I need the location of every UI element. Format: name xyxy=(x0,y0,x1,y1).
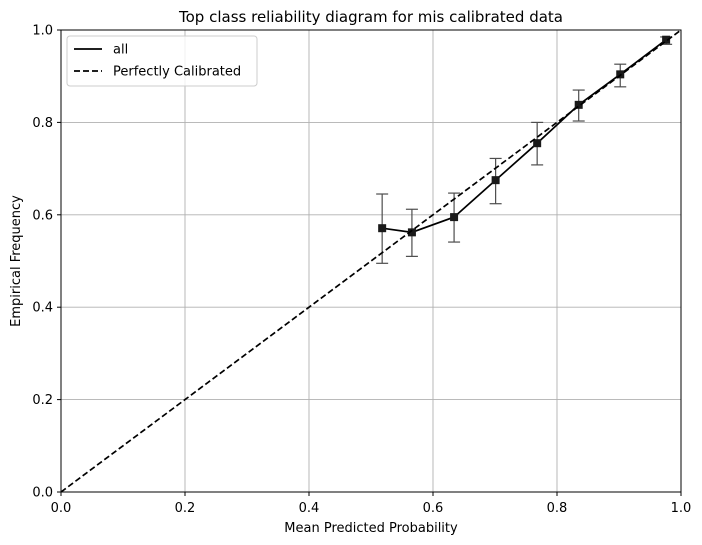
y-axis-title: Empirical Frequency xyxy=(9,195,24,327)
y-tick-label: 0.0 xyxy=(32,486,53,501)
grid xyxy=(60,29,682,493)
x-tick-label: 0.4 xyxy=(299,501,320,516)
axis-ticks: 0.0 0.2 0.4 0.6 0.8 1.0 0.0 0.2 0.4 0.6 0.8 1.0 xyxy=(32,24,691,517)
y-tick-label: 1.0 xyxy=(32,24,53,39)
x-tick-label: 0.2 xyxy=(175,501,196,516)
data-point-all xyxy=(533,139,542,148)
y-tick-label: 0.2 xyxy=(32,393,53,408)
data-point-all xyxy=(574,100,583,109)
y-tick-label: 0.6 xyxy=(32,208,53,223)
legend-box xyxy=(66,35,258,87)
x-tick-label: 1.0 xyxy=(671,501,692,516)
legend-label-all: all xyxy=(113,43,128,58)
x-tick-label: 0.6 xyxy=(423,501,444,516)
series-line-perfectly-calibrated xyxy=(60,29,682,493)
data-point-all xyxy=(378,224,387,233)
legend-label-perfectly-calibrated: Perfectly Calibrated xyxy=(113,65,241,80)
y-tick-label: 0.8 xyxy=(32,116,53,131)
x-tick-label: 0.0 xyxy=(51,501,72,516)
data-point-all xyxy=(450,213,459,222)
legend: all Perfectly Calibrated xyxy=(66,35,258,87)
data-point-all xyxy=(662,35,671,44)
plot-area xyxy=(60,29,682,493)
x-axis-title: Mean Predicted Probability xyxy=(284,521,458,536)
data-point-all xyxy=(491,176,500,185)
chart-title: Top class reliability diagram for mis ca… xyxy=(178,8,563,26)
data-point-all xyxy=(407,228,416,237)
y-tick-label: 0.4 xyxy=(32,301,53,316)
plot-frame xyxy=(60,29,682,493)
x-tick-label: 0.8 xyxy=(547,501,568,516)
